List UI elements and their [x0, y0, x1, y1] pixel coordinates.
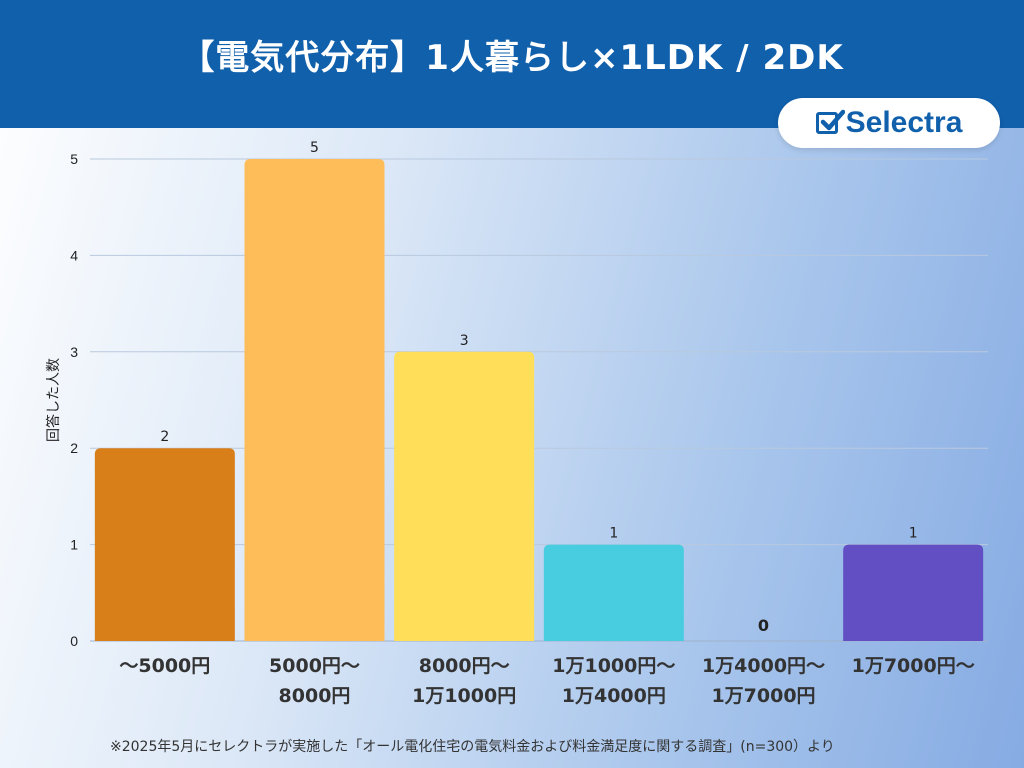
bars [94, 159, 984, 641]
value-label: 0 [758, 616, 769, 635]
category-label: 1万1000円〜 [552, 655, 675, 677]
labels: 0 1 2 3 4 5 回答した人数 2 〜5000円 5 5000円〜 8000円 3 8000円〜 1万… [45, 140, 975, 707]
grid-lines [90, 158, 988, 642]
bar [94, 448, 235, 641]
y-tick-label: 4 [70, 247, 78, 263]
category-label: 8000円 [279, 685, 351, 707]
selectra-logo: Selectra [778, 98, 1000, 148]
y-tick-label: 0 [70, 633, 78, 649]
bar [843, 544, 984, 641]
category-label: 8000円〜 [419, 655, 510, 677]
value-label: 3 [460, 333, 469, 349]
bar [244, 159, 385, 641]
value-label: 1 [609, 526, 618, 542]
category-label: 〜5000円 [119, 655, 210, 677]
bar [394, 351, 535, 641]
logo-text: Selectra [845, 106, 963, 139]
y-tick-label: 3 [70, 344, 78, 360]
checkbox-icon [815, 109, 845, 134]
category-label: 1万7000円〜 [852, 655, 975, 677]
y-tick-label: 2 [70, 440, 78, 456]
value-label: 2 [160, 429, 169, 445]
bar [543, 544, 684, 641]
category-label: 1万4000円 [562, 685, 666, 707]
category-label: 1万1000円 [412, 685, 516, 707]
header-banner: 【電気代分布】1人暮らし×1LDK / 2DK [0, 0, 1024, 128]
value-label: 1 [909, 526, 918, 542]
y-tick-label: 1 [70, 537, 78, 553]
value-label: 5 [310, 140, 319, 156]
category-label: 1万4000円〜 [702, 655, 825, 677]
y-axis-label: 回答した人数 [45, 358, 62, 442]
y-tick-label: 5 [70, 151, 78, 167]
category-label: 5000円〜 [269, 655, 360, 677]
category-label: 1万7000円 [711, 685, 815, 707]
footnote: ※2025年5月にセレクトラが実施した「オール電化住宅の電気料金および料金満足度… [110, 739, 835, 755]
page-title: 【電気代分布】1人暮らし×1LDK / 2DK [180, 38, 844, 78]
